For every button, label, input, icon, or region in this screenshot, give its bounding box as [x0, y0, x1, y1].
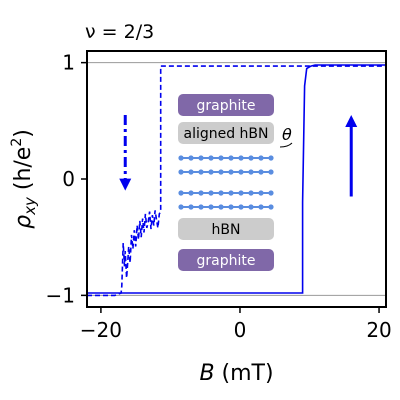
lattice-atom-4-4 — [218, 190, 224, 196]
x-tick-label-0: −20 — [80, 318, 122, 342]
inset-layer-6 — [178, 218, 274, 240]
y-tick-label-1: 0 — [62, 167, 75, 191]
y-axis-label-close: ) — [11, 129, 36, 138]
lattice-atom-3-9 — [268, 169, 274, 175]
lattice-atom-3-5 — [228, 169, 234, 175]
inset-layer-label-6: hBN — [212, 222, 241, 238]
arrow-up-head — [345, 115, 358, 127]
y-axis-label-subscript: xy — [21, 196, 39, 216]
y-axis-label-symbol: ρ — [11, 215, 36, 229]
lattice-atom-3-7 — [248, 169, 254, 175]
lattice-atom-2-4 — [218, 155, 224, 161]
lattice-atom-2-8 — [258, 155, 264, 161]
lattice-atom-2-0 — [178, 155, 184, 161]
inset-layer-0 — [178, 94, 274, 116]
x-tick-label-2: 20 — [366, 318, 391, 342]
lattice-atom-5-3 — [208, 204, 214, 210]
lattice-atom-4-0 — [178, 190, 184, 196]
inset-layer-label-1: aligned hBN — [183, 126, 268, 142]
lattice-atom-2-6 — [238, 155, 244, 161]
filling-factor-annotation: ν = 2/3 — [85, 21, 154, 43]
lattice-atom-5-6 — [238, 204, 244, 210]
twist-angle-label: θ — [282, 125, 292, 144]
lattice-atom-2-3 — [208, 155, 214, 161]
lattice-atom-4-3 — [208, 190, 214, 196]
lattice-atom-5-0 — [178, 204, 184, 210]
twist-angle-arc — [279, 142, 293, 148]
lattice-atom-4-6 — [238, 190, 244, 196]
lattice-atom-3-0 — [178, 169, 184, 175]
lattice-atom-4-1 — [188, 190, 194, 196]
lattice-atom-2-7 — [248, 155, 254, 161]
x-tick-label-1: 0 — [234, 318, 247, 342]
lattice-atom-3-2 — [198, 169, 204, 175]
x-axis-label-symbol: B — [199, 361, 214, 386]
lattice-atom-5-7 — [248, 204, 254, 210]
lattice-atom-5-5 — [228, 204, 234, 210]
series-dashed-line — [87, 65, 386, 297]
lattice-atom-2-9 — [268, 155, 274, 161]
inset-layer-label-0: graphite — [197, 98, 256, 114]
lattice-atom-4-2 — [198, 190, 204, 196]
lattice-atom-5-9 — [268, 204, 274, 210]
lattice-atom-3-3 — [208, 169, 214, 175]
inset-layer-7 — [178, 249, 274, 271]
lattice-atom-3-8 — [258, 169, 264, 175]
arrow-down-head — [119, 178, 132, 191]
lattice-atom-3-6 — [238, 169, 244, 175]
lattice-atom-4-8 — [258, 190, 264, 196]
lattice-atom-4-7 — [248, 190, 254, 196]
x-axis-label: B (mT) — [199, 361, 273, 386]
inset-layer-label-7: graphite — [197, 253, 256, 269]
lattice-atom-5-2 — [198, 204, 204, 210]
lattice-atom-5-8 — [258, 204, 264, 210]
y-tick-label-2: 1 — [62, 51, 75, 75]
lattice-atom-5-4 — [218, 204, 224, 210]
lattice-atom-2-2 — [198, 155, 204, 161]
lattice-atom-5-1 — [188, 204, 194, 210]
lattice-atom-2-1 — [188, 155, 194, 161]
plot-area: graphite aligned hBN hBN graphite θ −20 0 20 −1 0… — [9, 50, 392, 386]
y-axis-label-unit: (h/e — [11, 147, 36, 197]
lattice-atom-2-5 — [228, 155, 234, 161]
lattice-atom-3-4 — [218, 169, 224, 175]
x-axis-label-unit: (mT) — [215, 361, 274, 386]
series-solid-line — [87, 64, 386, 294]
inset-layer-1 — [178, 122, 274, 144]
y-tick-label-0: −1 — [46, 283, 75, 307]
lattice-atom-4-5 — [228, 190, 234, 196]
lattice-atom-4-9 — [268, 190, 274, 196]
y-axis-label: ρxy (h/e2) — [9, 129, 39, 229]
y-axis-label-superscript: 2 — [9, 138, 25, 147]
lattice-atom-3-1 — [188, 169, 194, 175]
